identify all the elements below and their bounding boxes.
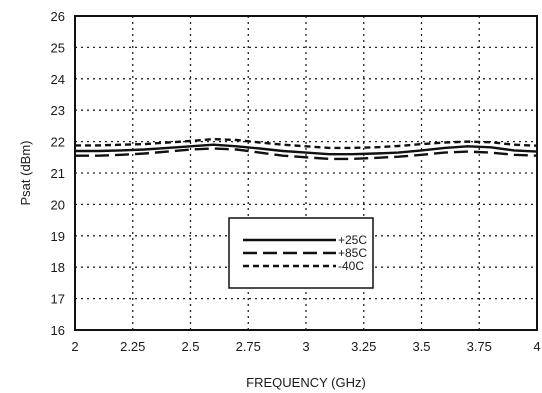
x-tick-label: 2.75 xyxy=(236,339,261,354)
x-tick-label: 2.25 xyxy=(120,339,145,354)
y-tick-label: 26 xyxy=(51,9,65,24)
y-tick-labels: 16 17 18 19 20 21 22 23 24 25 26 xyxy=(51,9,65,338)
y-tick-label: 24 xyxy=(51,72,65,87)
x-tick-label: 3.5 xyxy=(412,339,430,354)
y-tick-label: 17 xyxy=(51,292,65,307)
legend-label-25c: +25C xyxy=(338,233,367,247)
y-tick-label: 18 xyxy=(51,260,65,275)
y-tick-label: 20 xyxy=(51,197,65,212)
x-axis-label: FREQUENCY (GHz) xyxy=(246,375,366,390)
plot-frame xyxy=(74,15,538,331)
y-axis-label: Psat (dBm) xyxy=(18,140,33,205)
y-tick-label: 21 xyxy=(51,166,65,181)
series-group xyxy=(75,137,538,161)
legend-label-minus40c: -40C xyxy=(338,259,364,273)
series-line-2 xyxy=(75,137,538,150)
series-line-1 xyxy=(75,147,538,161)
x-tick-label: 2.5 xyxy=(181,339,199,354)
y-tick-label: 22 xyxy=(51,135,65,150)
x-tick-label: 3 xyxy=(302,339,309,354)
x-tick-label: 4 xyxy=(533,339,540,354)
y-tick-label: 25 xyxy=(51,40,65,55)
x-tick-labels: 2 2.25 2.5 2.75 3 3.25 3.5 3.75 4 xyxy=(71,339,540,354)
y-tick-label: 23 xyxy=(51,103,65,118)
x-tick-label: 3.25 xyxy=(351,339,376,354)
y-tick-label: 19 xyxy=(51,229,65,244)
y-tick-label: 16 xyxy=(51,323,65,338)
x-tick-label: 3.75 xyxy=(467,339,492,354)
series-line-0 xyxy=(75,143,538,156)
legend-label-85c: +85C xyxy=(338,246,367,260)
legend: +25C +85C -40C xyxy=(228,217,374,289)
x-tick-label: 2 xyxy=(71,339,78,354)
